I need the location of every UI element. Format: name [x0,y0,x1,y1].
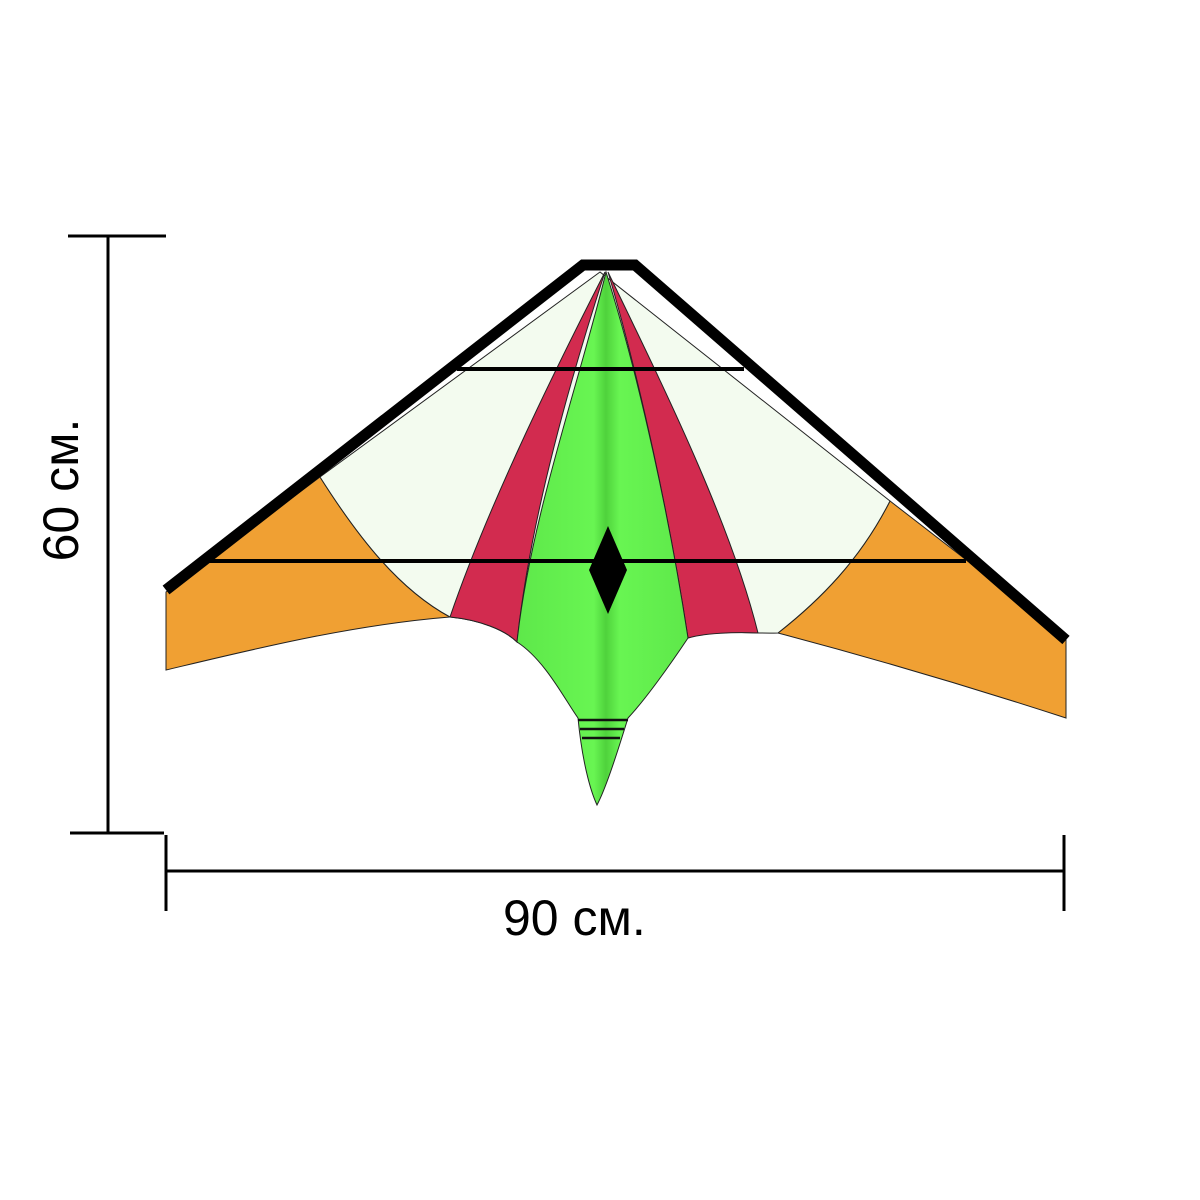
leading-edge-frame [162,259,1070,645]
diamond-icon [589,526,627,614]
center-green-panel [516,270,689,807]
width-label: 90 см. [503,890,646,946]
height-dimension-line [68,234,166,835]
left-red-stripe [449,271,606,644]
height-label: 60 см. [33,418,89,562]
width-dimension-line [164,835,1066,911]
tail-bands [578,718,628,740]
